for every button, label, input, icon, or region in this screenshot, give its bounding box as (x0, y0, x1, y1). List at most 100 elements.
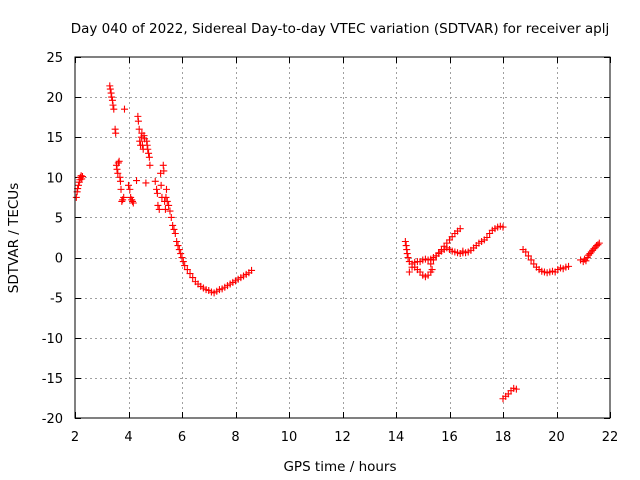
data-point (405, 268, 413, 276)
series-seg-descent-5-7 (151, 161, 218, 297)
data-point (178, 254, 186, 262)
data-point (527, 256, 535, 264)
data-point (162, 193, 170, 201)
data-point (133, 177, 141, 185)
data-point (456, 225, 464, 233)
data-point (144, 145, 152, 153)
data-point (153, 189, 161, 197)
data-point (404, 254, 412, 262)
data-point (72, 193, 80, 201)
data-point (408, 263, 416, 271)
data-point (160, 167, 168, 175)
x-tick-label: 22 (602, 430, 619, 445)
series-seg-15-16.5-high (427, 225, 464, 268)
data-point (167, 213, 175, 221)
data-point (169, 221, 177, 229)
data-point (129, 199, 137, 207)
y-tick-label: 15 (46, 131, 63, 146)
data-point (117, 185, 125, 193)
data-point (189, 274, 197, 282)
data-point (594, 241, 602, 249)
data-point (186, 270, 194, 278)
x-tick-label: 18 (495, 430, 512, 445)
data-point (109, 101, 117, 109)
data-point (173, 238, 181, 246)
data-point (171, 229, 179, 237)
data-point (162, 185, 170, 193)
data-points (72, 82, 603, 403)
x-tick-label: 6 (178, 430, 186, 445)
y-tick-label: -5 (50, 292, 63, 307)
series-seg-early (72, 172, 86, 201)
series-seg-20.9-21.6 (577, 239, 603, 266)
data-point (157, 181, 165, 189)
data-point (524, 252, 532, 260)
data-point (114, 159, 122, 167)
data-point (429, 256, 437, 264)
data-point (74, 181, 82, 189)
x-tick-label: 8 (231, 430, 239, 445)
data-point (134, 117, 142, 125)
data-point (112, 129, 120, 137)
data-point (126, 185, 134, 193)
x-tick-label: 10 (281, 430, 298, 445)
y-tick-label: 25 (46, 51, 63, 66)
y-tick-label: 0 (55, 252, 63, 267)
data-point (120, 105, 128, 113)
x-tick-label: 20 (548, 430, 565, 445)
data-point (120, 193, 128, 201)
data-point (403, 250, 411, 258)
y-tick-label: 20 (46, 91, 63, 106)
series-seg-rise-7-8.6 (213, 266, 256, 295)
data-point (175, 246, 183, 254)
data-point (114, 169, 122, 177)
data-point (118, 197, 126, 205)
plot-frame (74, 56, 611, 419)
data-point (582, 257, 590, 265)
series-seg-scatter-3-4 (106, 82, 137, 207)
x-tick-label: 4 (124, 430, 132, 445)
data-point (151, 177, 159, 185)
data-point (166, 207, 174, 215)
data-point (108, 93, 116, 101)
x-tick-label: 14 (388, 430, 405, 445)
data-point (595, 239, 603, 247)
data-point (483, 234, 491, 241)
data-point (183, 266, 191, 274)
data-point (163, 197, 171, 205)
data-point (154, 201, 162, 209)
series-seg-18-low (499, 384, 520, 403)
series-seg-scatter-4-5 (133, 112, 154, 187)
data-point (177, 250, 185, 258)
data-point (155, 205, 163, 213)
data-point (181, 262, 189, 270)
y-axis-title: SDTVAR / TECUs (6, 183, 22, 293)
axis-ticks (75, 57, 611, 419)
y-tick-label: 10 (46, 171, 63, 186)
data-point (113, 165, 121, 173)
data-point (115, 157, 123, 165)
data-point (135, 125, 143, 133)
data-point (116, 177, 124, 185)
data-point (146, 161, 154, 169)
y-tick-labels: -20 -15 -10 -5 0 5 10 15 20 25 (42, 51, 63, 427)
series-seg-16.5-18 (459, 222, 507, 257)
data-point (499, 223, 507, 231)
data-point (129, 197, 137, 205)
data-point (161, 205, 169, 213)
grid-lines (75, 57, 610, 418)
data-point (512, 385, 520, 393)
chart-title: Day 040 of 2022, Sidereal Day-to-day VTE… (71, 21, 610, 37)
data-point (565, 262, 573, 270)
data-point (153, 185, 161, 193)
y-tick-label: -10 (42, 332, 63, 347)
x-tick-label: 12 (334, 430, 351, 445)
data-point (106, 85, 114, 93)
data-point (125, 181, 132, 189)
data-point (110, 105, 118, 113)
data-point (145, 149, 153, 157)
data-point (136, 137, 144, 145)
data-point (179, 258, 187, 266)
data-point (427, 260, 435, 268)
data-point (522, 248, 530, 256)
